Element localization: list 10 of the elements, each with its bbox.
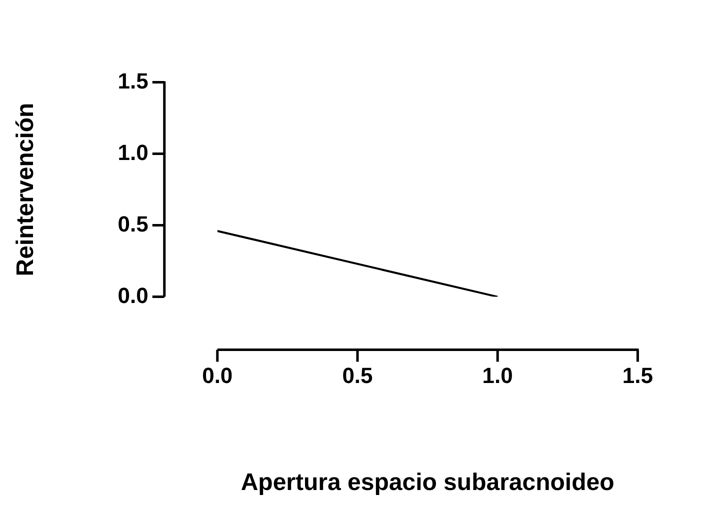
x-tick-label: 0.5	[342, 363, 373, 388]
y-tick-label: 1.5	[118, 68, 148, 94]
x-tick-label: 0.0	[202, 363, 233, 388]
x-axis-title: Apertura espacio subaracnoideo	[240, 469, 614, 496]
y-tick-label: 0.5	[118, 211, 148, 236]
y-tick-label: 1.0	[118, 140, 148, 165]
x-tick-label: 1.0	[482, 363, 513, 388]
x-tick-label: 1.5	[622, 363, 654, 388]
y-axis-title: Reintervención	[12, 102, 40, 276]
y-tick-label: 0.0	[118, 282, 148, 308]
